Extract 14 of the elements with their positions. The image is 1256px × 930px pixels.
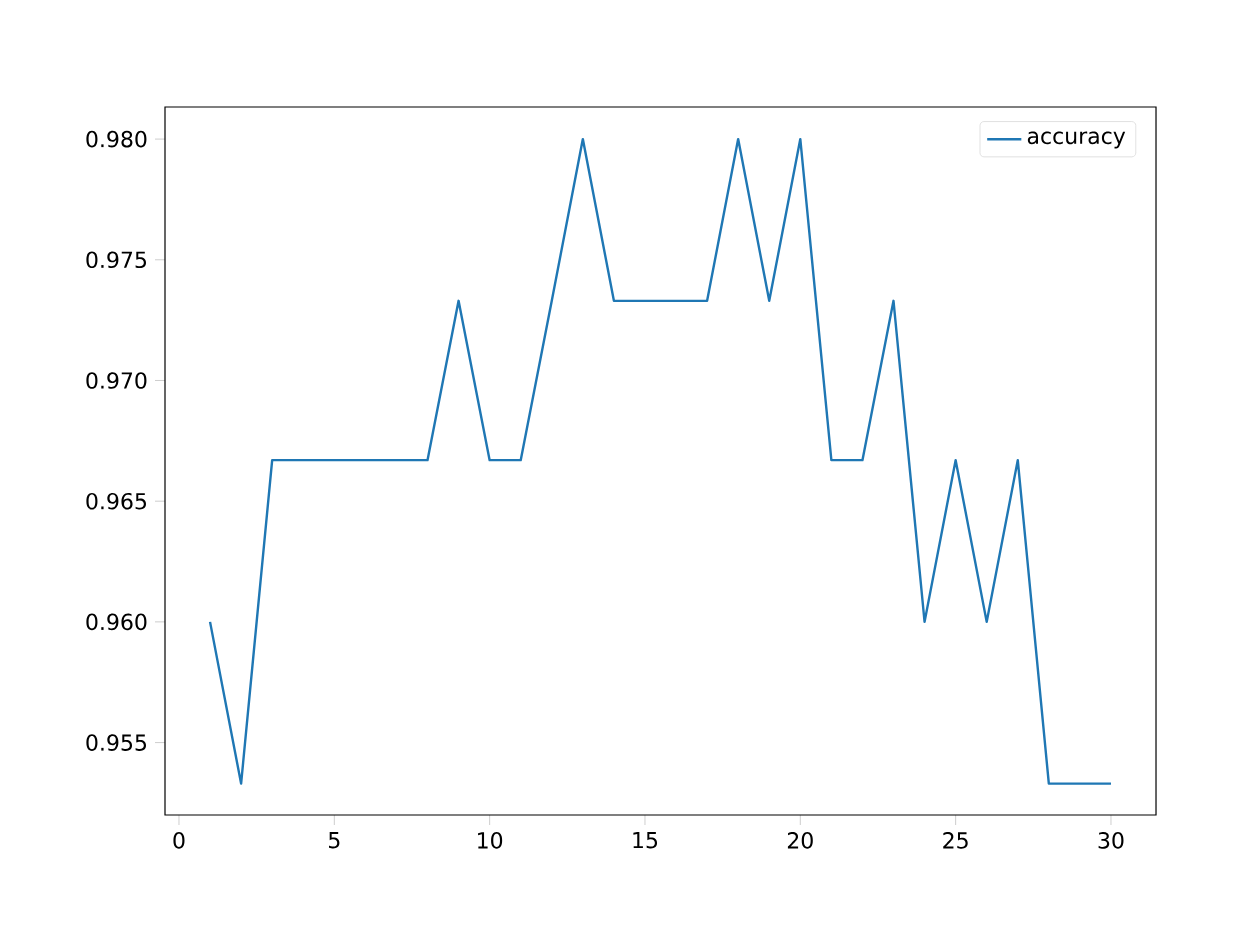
y-tick-label: 0.975: [86, 251, 146, 269]
y-tick-label: 0.980: [86, 130, 147, 148]
y-tick-label: 0.970: [86, 372, 147, 389]
y-tick-label: 0.960: [86, 613, 147, 631]
legend-label: accuracy: [1027, 131, 1126, 149]
y-tick-label: 0.955: [86, 734, 146, 751]
x-tick-label: 5: [329, 832, 340, 849]
x-tick-label: 30: [1098, 832, 1124, 849]
x-tick-label: 20: [787, 832, 813, 849]
y-tick-label: 0.965: [86, 492, 146, 510]
x-tick-label: 25: [943, 832, 968, 849]
x-tick-label: 10: [478, 832, 503, 849]
x-tick-label: 15: [633, 832, 658, 849]
x-tick-label: 0: [173, 832, 185, 849]
